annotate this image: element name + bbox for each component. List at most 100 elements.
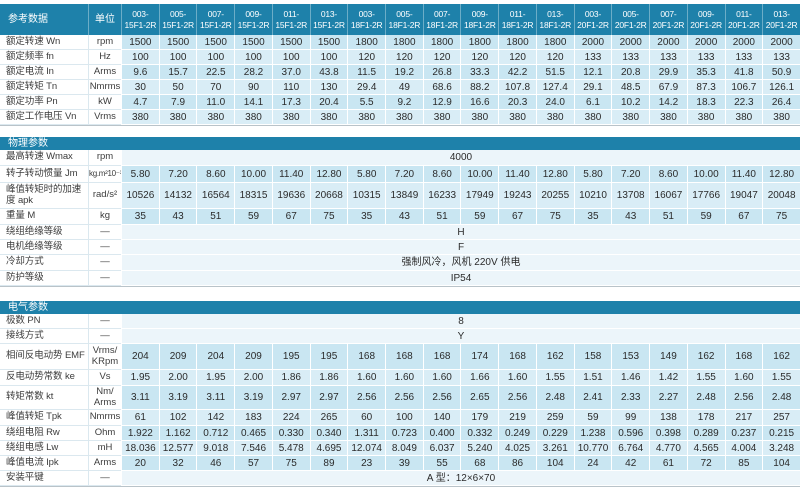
value-cell: 12.9 [422, 95, 461, 110]
value-cell: 59 [573, 410, 612, 426]
value-cell: 0.332 [460, 426, 499, 441]
value-cell: 16.6 [460, 95, 499, 110]
value-cell: 20668 [309, 183, 348, 209]
value-cell: 2.48 [762, 386, 800, 410]
value-cell: 100 [385, 410, 423, 426]
table-row: 反电动势常数 ke Vs 1.95 2.00 1.95 2.00 1.86 1.86 1.60 1… [0, 370, 800, 386]
value-cell: 7.20 [611, 166, 650, 183]
value-cell: 39 [385, 456, 423, 471]
value-cell: 6.764 [611, 441, 650, 456]
table-row: 转子转动惯量 Jm kg.m²10⁻³ 5.80 7.20 8.60 10.00 11.40… [0, 166, 800, 183]
value-cell: 50 [158, 80, 197, 95]
value-cell: 6.1 [573, 95, 612, 110]
value-cell: 20.8 [611, 65, 650, 80]
value-cell: 1.311 [347, 426, 386, 441]
value-cell: 174 [460, 344, 499, 370]
value-cell: 20 [121, 456, 159, 471]
value-cell: 5.80 [347, 166, 386, 183]
value-cell: 178 [686, 410, 725, 426]
value-cell: 1.86 [309, 370, 348, 386]
span-value-cell: 强制风冷，风机 220V 供电 [121, 255, 800, 271]
value-cell: 99 [611, 410, 650, 426]
value-cell: 149 [649, 344, 687, 370]
row-unit: Vrms [88, 110, 121, 125]
value-cell: 20255 [535, 183, 574, 209]
value-cell: 2.97 [309, 386, 348, 410]
value-cell: 5.240 [460, 441, 499, 456]
value-cell: 0.330 [271, 426, 310, 441]
value-cell: 41.8 [724, 65, 763, 80]
physical-parameters-table: 最高转速 Wmax rpm 4000 转子转动惯量 Jm kg.m²10⁻³ 5.80 7.… [0, 150, 800, 287]
model-column-header: 011-15F1-2R [271, 4, 310, 35]
value-cell: 2.97 [271, 386, 310, 410]
table-row: 防护等级 — IP54 [0, 271, 800, 286]
value-cell: 59 [460, 209, 499, 225]
value-cell: 380 [460, 110, 499, 125]
value-cell: 67 [724, 209, 763, 225]
value-cell: 57 [234, 456, 272, 471]
value-cell: 67.9 [649, 80, 687, 95]
table-row: 峰值转矩时的加速度 apk rad/​s² 10526 14132 16564 18315… [0, 183, 800, 209]
value-cell: 10.2 [611, 95, 650, 110]
value-cell: 0.400 [422, 426, 461, 441]
table-row: 额定转速 Wn rpm 1500 1500 1500 1500 1500 1500 1800 18… [0, 35, 800, 50]
value-cell: 3.248 [762, 441, 800, 456]
value-cell: 142 [196, 410, 235, 426]
model-column-header: 011-20F1-2R [724, 4, 763, 35]
value-cell: 14.2 [649, 95, 687, 110]
value-cell: 1.55 [535, 370, 574, 386]
value-cell: 219 [498, 410, 536, 426]
row-label: 额定频率 fn [0, 50, 88, 65]
value-cell: 12.80 [309, 166, 348, 183]
model-column-header: 003-20F1-2R [573, 4, 612, 35]
value-cell: 1800 [347, 35, 386, 50]
value-cell: 168 [347, 344, 386, 370]
span-value-cell: Y [121, 329, 800, 344]
row-unit: — [88, 240, 121, 255]
value-cell: 59 [686, 209, 725, 225]
value-cell: 120 [347, 50, 386, 65]
row-label: 冷却方式 [0, 255, 88, 271]
value-cell: 23 [347, 456, 386, 471]
value-cell: 32 [158, 456, 197, 471]
value-cell: 224 [271, 410, 310, 426]
value-cell: 1.55 [762, 370, 800, 386]
value-cell: 68 [460, 456, 499, 471]
row-label: 安装平键 [0, 471, 88, 486]
value-cell: 380 [385, 110, 423, 125]
value-cell: 0.723 [385, 426, 423, 441]
value-cell: 380 [535, 110, 574, 125]
value-cell: 3.11 [121, 386, 159, 410]
value-cell: 18.036 [121, 441, 159, 456]
value-cell: 380 [309, 110, 348, 125]
value-cell: 22.3 [724, 95, 763, 110]
span-value-cell: F [121, 240, 800, 255]
value-cell: 9.018 [196, 441, 235, 456]
value-cell: 17.3 [271, 95, 310, 110]
row-label: 额定功率 Pn [0, 95, 88, 110]
value-cell: 12.577 [158, 441, 197, 456]
value-cell: 265 [309, 410, 348, 426]
value-cell: 0.596 [611, 426, 650, 441]
value-cell: 35.3 [686, 65, 725, 80]
value-cell: 2000 [611, 35, 650, 50]
value-cell: 2.56 [724, 386, 763, 410]
model-column-header: 013-20F1-2R [762, 4, 800, 35]
value-cell: 59 [234, 209, 272, 225]
value-cell: 380 [347, 110, 386, 125]
value-cell: 85 [724, 456, 763, 471]
value-cell: 5.80 [121, 166, 159, 183]
value-cell: 380 [762, 110, 800, 125]
value-cell: 12.80 [762, 166, 800, 183]
row-label: 相间反电动势 EMF [0, 344, 88, 370]
value-cell: 20048 [762, 183, 800, 209]
row-unit: Nmrms [88, 80, 121, 95]
value-cell: 1.60 [724, 370, 763, 386]
model-column-header: 005-20F1-2R [611, 4, 650, 35]
row-label: 额定转矩 Tn [0, 80, 88, 95]
table-row: 电机绝缘等级 — F [0, 240, 800, 255]
value-cell: 380 [196, 110, 235, 125]
value-cell: 0.712 [196, 426, 235, 441]
value-cell: 120 [535, 50, 574, 65]
